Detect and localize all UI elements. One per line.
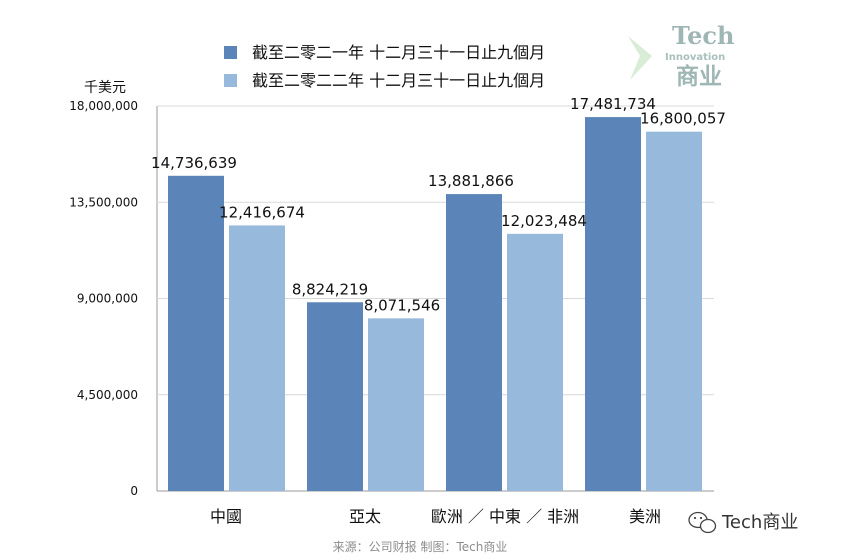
legend: 截至二零二一年 十二月三十一日止九個月 截至二零二二年 十二月三十一日止九個月	[224, 43, 545, 90]
data-label: 12,416,674	[219, 203, 305, 221]
watermark-innovation: Innovation	[665, 52, 725, 63]
category-label: 亞太	[349, 507, 381, 526]
source-note: 来源：公司财报 制图：Tech商业	[333, 539, 508, 554]
bar-2021	[585, 117, 641, 491]
y-tick-labels: 0 4,500,000 9,000,000 13,500,000 18,000,000	[69, 99, 138, 498]
y-tick-label: 4,500,000	[77, 388, 138, 402]
y-tick-label: 18,000,000	[69, 99, 138, 113]
data-label: 13,881,866	[428, 172, 514, 190]
bar-2022	[507, 233, 563, 491]
logo-arrow-icon	[628, 36, 652, 80]
category-labels: 中國 亞太 歐洲 ／ 中東 ／ 非洲 美洲	[210, 507, 661, 526]
bar-2021	[307, 302, 363, 491]
y-tick-label: 13,500,000	[69, 195, 138, 209]
bar-2021	[168, 175, 224, 491]
data-label: 17,481,734	[570, 95, 656, 113]
legend-swatch-2022	[224, 74, 237, 87]
legend-label-2021: 截至二零二一年 十二月三十一日止九個月	[252, 43, 545, 62]
data-label: 14,736,639	[151, 154, 237, 172]
bar-2022	[368, 318, 424, 491]
y-unit-label: 千美元	[84, 80, 126, 96]
data-label: 8,071,546	[364, 296, 440, 314]
logo-watermark: Tech Innovation 商业	[628, 21, 734, 90]
legend-swatch-2021	[224, 46, 237, 59]
bar-2022	[229, 225, 285, 491]
y-tick-label: 9,000,000	[77, 292, 138, 306]
category-label: 中國	[210, 507, 242, 526]
category-label: 美洲	[629, 507, 661, 526]
data-label: 8,824,219	[292, 280, 368, 298]
bars	[168, 117, 702, 491]
wechat-account-name: Tech商业	[721, 512, 798, 533]
bar-2021	[446, 194, 502, 491]
watermark-chinese: 商业	[676, 63, 722, 90]
data-label: 12,023,484	[501, 212, 587, 230]
wechat-icon	[688, 511, 717, 534]
category-label: 歐洲 ／ 中東 ／ 非洲	[431, 507, 579, 526]
y-tick-label: 0	[130, 484, 138, 498]
watermark-tech: Tech	[672, 21, 734, 50]
wechat-badge: Tech商业	[688, 511, 798, 534]
data-label: 16,800,057	[640, 110, 726, 128]
legend-label-2022: 截至二零二二年 十二月三十一日止九個月	[252, 71, 545, 90]
bar-2022	[646, 131, 702, 491]
